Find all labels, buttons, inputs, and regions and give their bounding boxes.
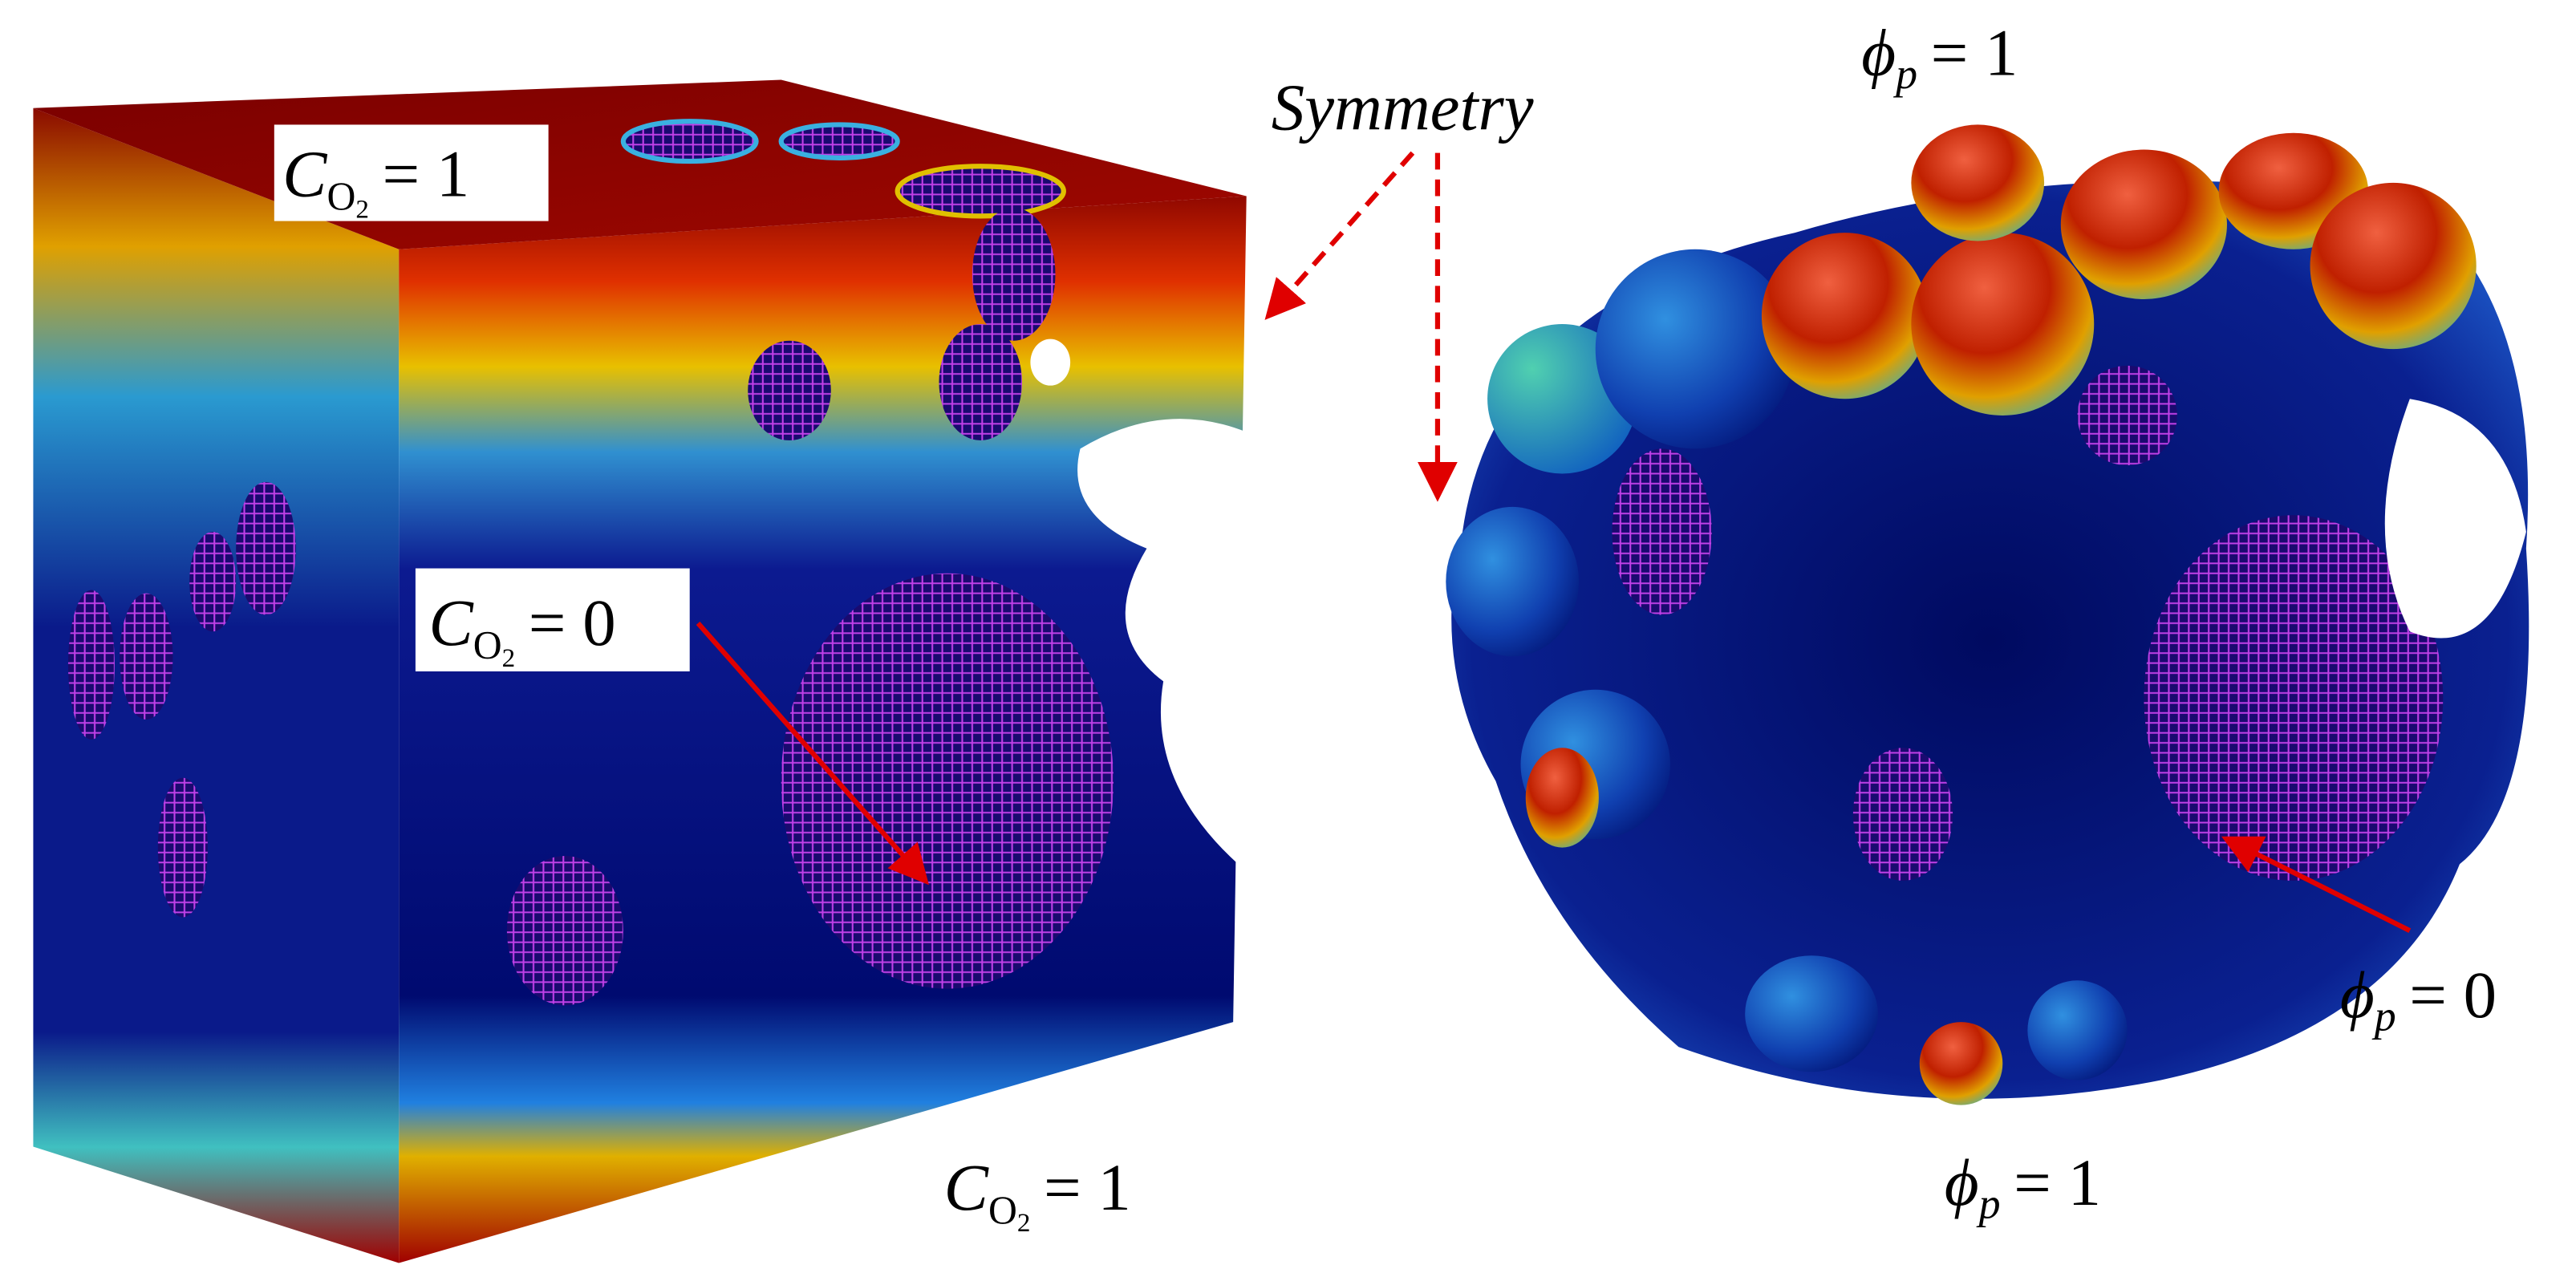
symmetry-arrow <box>1264 151 1415 320</box>
particle <box>1911 124 2045 241</box>
particle <box>1595 249 1795 449</box>
subscript: O <box>327 174 355 218</box>
boundary-label: CO2 = 1 <box>282 137 469 225</box>
symmetry-label: Symmetry <box>1272 71 1534 144</box>
boundary-label: CO2 = 0 <box>428 586 615 673</box>
particle <box>1745 955 1878 1072</box>
subscript: O <box>988 1188 1017 1232</box>
subscript: O <box>473 622 502 667</box>
pore <box>939 324 1023 441</box>
symbol: C <box>282 137 328 211</box>
particle <box>2060 149 2227 299</box>
cutout <box>1077 419 1247 865</box>
pore <box>778 122 900 160</box>
symbol: ϕ <box>1945 1145 1979 1219</box>
label-box <box>274 124 549 221</box>
cutout <box>2384 399 2526 639</box>
pore <box>1852 748 1953 882</box>
relation: = 0 <box>2409 958 2497 1032</box>
pore <box>972 208 1056 341</box>
subscript: p <box>2371 991 2396 1040</box>
pore <box>2077 365 2177 466</box>
symbol: C <box>428 586 474 659</box>
particle <box>2027 980 2128 1080</box>
symbol: C <box>944 1150 990 1224</box>
pore <box>2144 515 2444 882</box>
relation: = 1 <box>382 137 469 211</box>
particle <box>2310 182 2477 350</box>
cutout <box>1030 339 1071 386</box>
pore <box>1612 448 1712 615</box>
pore <box>120 593 173 720</box>
cube-left-face <box>33 107 400 1263</box>
subscript: p <box>1892 50 1917 98</box>
particle <box>1525 748 1599 848</box>
pore <box>189 531 237 632</box>
boundary-label: ϕp = 1 <box>1861 15 2018 98</box>
particle <box>1911 233 2095 416</box>
subscript: 2 <box>1017 1208 1031 1238</box>
symbol: ϕ <box>1861 15 1896 89</box>
pore <box>895 164 1066 219</box>
cube <box>33 79 1247 1263</box>
particle <box>1446 506 1580 657</box>
particle <box>1919 1022 2003 1105</box>
relation: = 0 <box>529 586 616 659</box>
pointer-arrow <box>2221 836 2412 933</box>
boundary-label: CO2 = 1 <box>944 1150 1131 1238</box>
boundary-label: ϕp = 1 <box>1945 1145 2101 1228</box>
relation: = 1 <box>2014 1145 2101 1219</box>
pore <box>67 590 115 740</box>
subscript: 2 <box>355 194 369 224</box>
pore <box>236 481 296 615</box>
pore <box>781 573 1114 989</box>
arrows <box>696 151 2412 933</box>
pore <box>157 777 208 918</box>
label-box <box>415 568 690 671</box>
particle <box>1761 233 1929 399</box>
pointer-arrow <box>696 621 929 886</box>
pore <box>506 855 623 1006</box>
pore <box>748 340 831 441</box>
subscript: p <box>1976 1180 2001 1228</box>
symbol: ϕ <box>2340 958 2375 1032</box>
subscript: 2 <box>502 643 516 673</box>
boundary-label: ϕp = 0 <box>2340 958 2497 1040</box>
relation: = 1 <box>1931 15 2018 89</box>
pore <box>620 119 759 164</box>
relation: = 1 <box>1044 1150 1131 1224</box>
